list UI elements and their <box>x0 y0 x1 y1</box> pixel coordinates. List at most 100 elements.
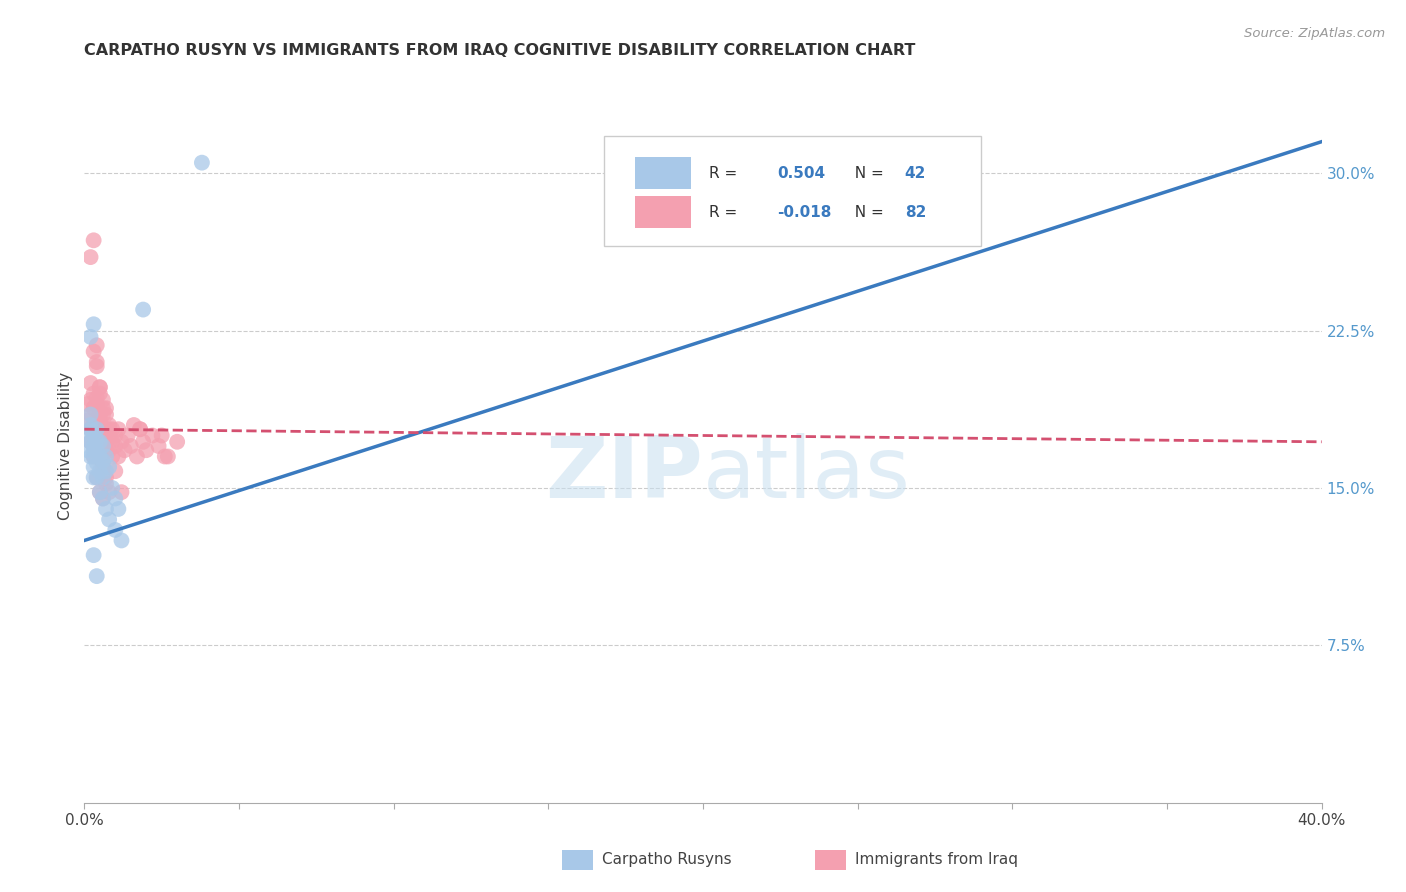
Point <box>150 428 173 442</box>
Point <box>107 422 129 436</box>
FancyBboxPatch shape <box>605 136 981 246</box>
Point <box>104 428 127 442</box>
Point <box>91 408 114 422</box>
Text: atlas: atlas <box>703 433 911 516</box>
Point <box>107 450 129 464</box>
Point <box>91 422 114 436</box>
Point <box>101 422 124 436</box>
Point <box>91 422 114 436</box>
Point <box>94 443 117 458</box>
Point <box>89 408 111 422</box>
Point <box>86 443 108 458</box>
Point <box>76 428 98 442</box>
Point <box>129 422 152 436</box>
Point <box>120 439 142 453</box>
Point <box>98 460 121 475</box>
Point <box>89 414 111 428</box>
Point <box>98 417 121 432</box>
Point <box>125 450 148 464</box>
Point <box>83 233 105 247</box>
Text: 0.504: 0.504 <box>778 166 825 181</box>
Text: CARPATHO RUSYN VS IMMIGRANTS FROM IRAQ COGNITIVE DISABILITY CORRELATION CHART: CARPATHO RUSYN VS IMMIGRANTS FROM IRAQ C… <box>84 43 915 58</box>
Point <box>94 450 117 464</box>
Point <box>79 434 101 449</box>
Point <box>86 338 108 352</box>
Point <box>122 417 145 432</box>
Point <box>89 485 111 500</box>
Text: 82: 82 <box>904 205 927 220</box>
Point <box>104 523 127 537</box>
Point <box>86 470 108 484</box>
Point <box>191 155 214 169</box>
Text: Carpatho Rusyns: Carpatho Rusyns <box>602 853 731 867</box>
Point <box>148 439 170 453</box>
Point <box>86 359 108 374</box>
Point <box>129 422 152 436</box>
Point <box>83 428 105 442</box>
Point <box>86 414 108 428</box>
Point <box>166 434 188 449</box>
Point <box>89 464 111 478</box>
Point <box>83 439 105 453</box>
Text: 42: 42 <box>904 166 927 181</box>
Point <box>79 408 101 422</box>
Point <box>86 391 108 405</box>
Text: Immigrants from Iraq: Immigrants from Iraq <box>855 853 1018 867</box>
Point <box>83 401 105 416</box>
Point <box>114 443 136 458</box>
Point <box>98 428 121 442</box>
Point <box>86 422 108 436</box>
Point <box>86 456 108 470</box>
Point <box>135 443 157 458</box>
Text: N =: N = <box>845 205 889 220</box>
Point <box>101 450 124 464</box>
Point <box>86 470 108 484</box>
Point <box>91 453 114 467</box>
Point <box>76 443 98 458</box>
Point <box>83 417 105 432</box>
Point <box>83 439 105 453</box>
Point <box>117 428 139 442</box>
Point <box>132 302 155 317</box>
Point <box>79 422 101 436</box>
Point <box>79 450 101 464</box>
Point <box>86 569 108 583</box>
Point <box>98 512 121 526</box>
Point <box>110 485 132 500</box>
Point <box>79 434 101 449</box>
Point <box>153 450 176 464</box>
Point <box>94 476 117 491</box>
Point <box>89 386 111 401</box>
FancyBboxPatch shape <box>636 196 690 228</box>
Text: -0.018: -0.018 <box>778 205 831 220</box>
Point <box>94 408 117 422</box>
Point <box>101 481 124 495</box>
Point <box>86 422 108 436</box>
Point <box>89 434 111 449</box>
Text: R =: R = <box>709 166 742 181</box>
Point <box>86 433 108 447</box>
FancyBboxPatch shape <box>636 157 690 189</box>
Point <box>110 434 132 449</box>
Point <box>83 450 105 464</box>
Point <box>76 397 98 411</box>
Point <box>104 464 127 478</box>
Point <box>89 380 111 394</box>
Point <box>156 450 179 464</box>
Point <box>89 428 111 442</box>
Point <box>79 422 101 436</box>
Point <box>91 392 114 407</box>
Point <box>94 470 117 484</box>
Point <box>94 464 117 478</box>
Point <box>79 376 101 390</box>
Point <box>91 491 114 506</box>
Y-axis label: Cognitive Disability: Cognitive Disability <box>58 372 73 520</box>
Point <box>79 408 101 422</box>
Point <box>89 450 111 464</box>
Point <box>89 439 111 453</box>
Point <box>79 392 101 407</box>
Point <box>83 548 105 562</box>
Point <box>94 401 117 416</box>
Point <box>83 470 105 484</box>
Point <box>94 502 117 516</box>
